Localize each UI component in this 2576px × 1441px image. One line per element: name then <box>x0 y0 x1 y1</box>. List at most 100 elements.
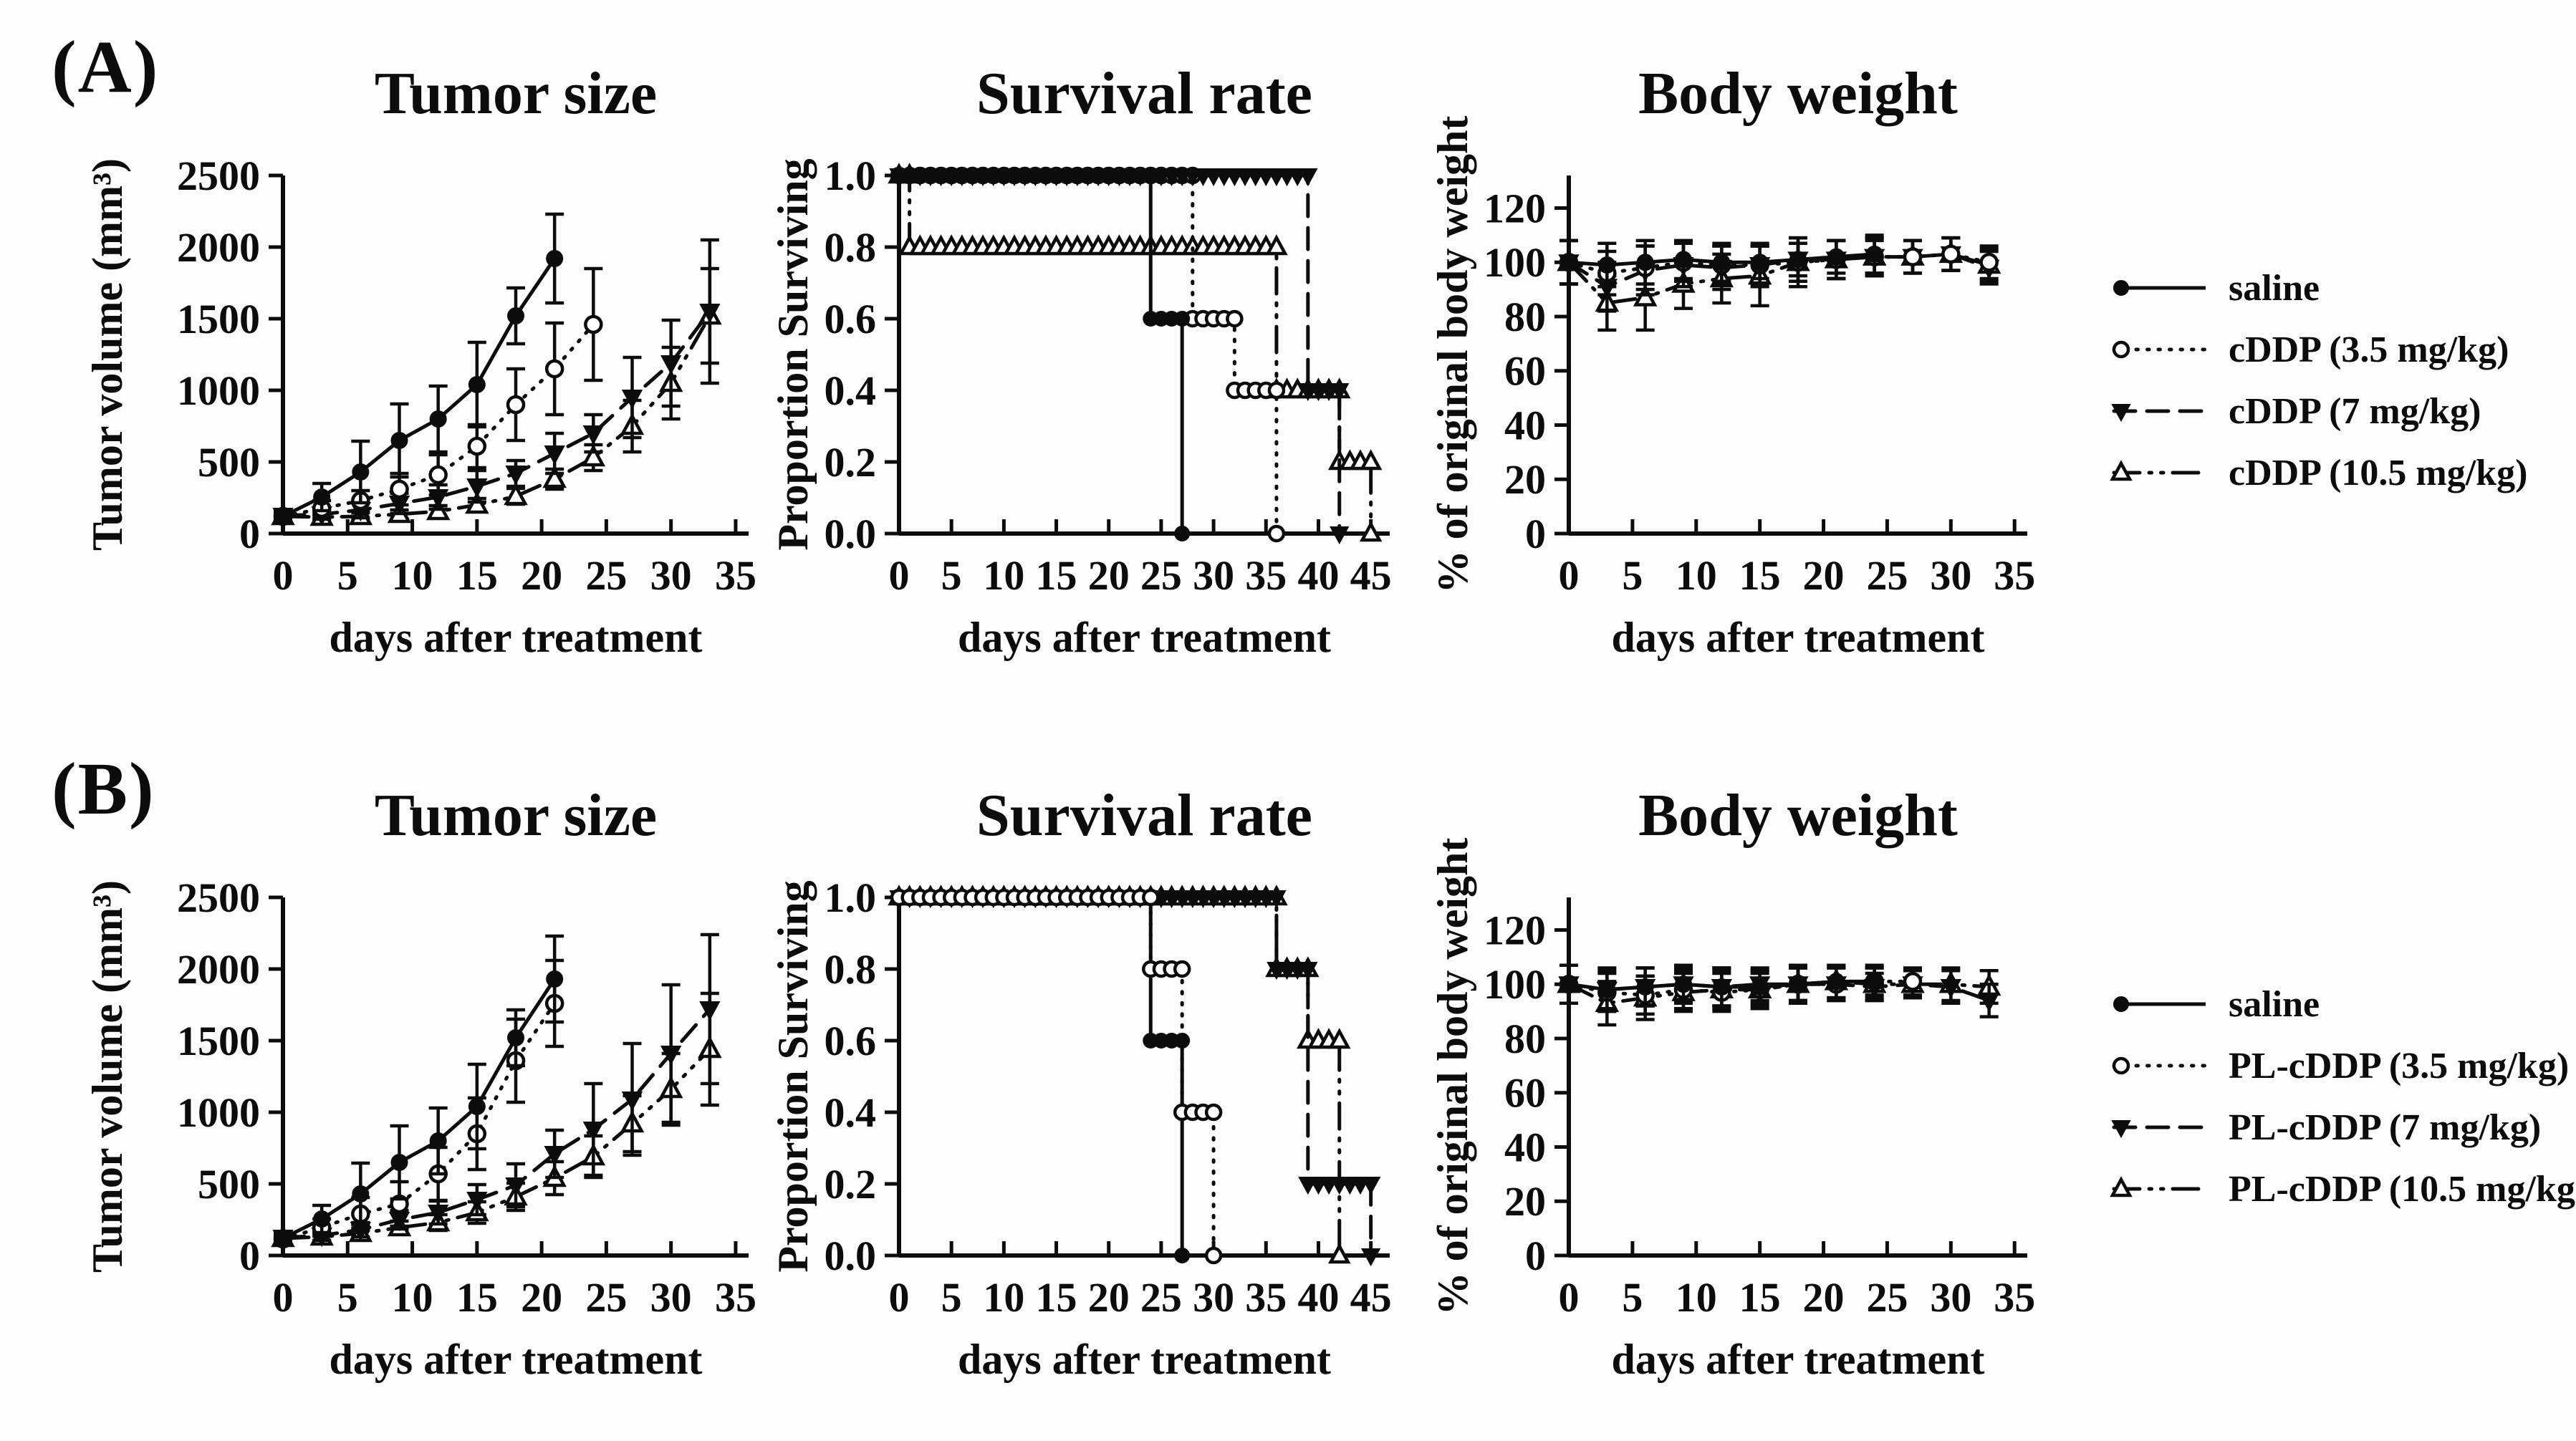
x-tick-label: 15 <box>1036 1274 1077 1321</box>
filled-circle-marker <box>1598 980 1616 998</box>
filled-circle-marker <box>390 432 408 449</box>
filled-circle-marker <box>352 463 370 481</box>
x-tick-label: 30 <box>1930 552 1971 599</box>
error-bars <box>274 991 719 1244</box>
y-tick-label: 1.0 <box>825 153 877 199</box>
legend-sample-dotted <box>2112 340 2208 359</box>
filled-circle-marker <box>2113 280 2129 296</box>
legend-item-pl-cddp-7-mg-kg-: PL-cDDP (7 mg/kg) <box>2110 1106 2576 1149</box>
filled-triangle-down-marker <box>544 1146 565 1166</box>
series-cddp-10.5-mg-kg- <box>888 163 1383 542</box>
filled-circle-marker <box>1751 978 1769 996</box>
y-tick-label: 1000 <box>177 1089 260 1136</box>
chart-svg-b-surv: Survival rate Proportion Surviving days af… <box>777 782 1392 1383</box>
open-circle-marker <box>544 359 564 379</box>
series-saline <box>891 168 1191 541</box>
filled-circle-marker <box>1636 254 1654 271</box>
x-tick-label: 0 <box>1559 1274 1580 1321</box>
series-cddp-10.5-mg-kg- <box>1557 236 2001 332</box>
filled-circle-marker <box>313 488 331 506</box>
open-circle-marker <box>1204 1103 1223 1122</box>
x-tick-label: 45 <box>1350 552 1392 599</box>
filled-triangle-down-marker <box>505 1177 527 1197</box>
x-tick-label: 20 <box>1803 1274 1845 1321</box>
filled-circle-marker <box>468 1098 486 1115</box>
filled-circle-marker <box>546 970 564 988</box>
y-tick-label: 0.2 <box>825 1161 877 1208</box>
x-tick-label: 15 <box>456 552 498 599</box>
filled-circle-marker <box>429 410 447 428</box>
filled-triangle-down-marker <box>1978 992 2000 1013</box>
x-tick-label: 30 <box>650 552 692 599</box>
chart-body-weight-b: Body weight % of original body weight days… <box>1433 751 2063 1406</box>
y-tick-label: 20 <box>1504 1178 1546 1225</box>
filled-triangle-down-marker <box>621 390 643 410</box>
tick-marks <box>269 173 738 536</box>
open-circle-marker <box>428 465 448 485</box>
legend-sample-solid <box>2113 996 2206 1012</box>
legend-sample-dashdotdot <box>2110 460 2208 481</box>
axes <box>1567 897 2027 1258</box>
axes <box>897 175 1390 536</box>
legend-item-saline: saline <box>2110 983 2576 1026</box>
filled-circle-marker <box>274 508 292 525</box>
legend-item-label: saline <box>2229 983 2320 1025</box>
filled-circle-marker <box>1560 975 1577 993</box>
filled-triangle-down-marker <box>1940 979 1962 999</box>
filled-circle-marker <box>1598 256 1616 274</box>
tick-marks <box>885 895 1373 1258</box>
x-tick-label: 35 <box>1245 552 1287 599</box>
open-circle-marker <box>1204 1246 1223 1265</box>
filled-circle-marker <box>468 376 486 393</box>
series-line <box>1567 252 1991 275</box>
y-tick-label: 0.0 <box>825 511 877 557</box>
x-tick-label: 10 <box>392 552 433 599</box>
chart-tumor-size-b: Tumor size Tumor volume (mm³) days after t… <box>43 751 774 1406</box>
tick-marks <box>885 173 1373 536</box>
x-tick-label: 25 <box>1140 552 1182 599</box>
x-tick-label: 30 <box>1193 1274 1234 1321</box>
legend-item-cddp-3.5-mg-kg-: cDDP (3.5 mg/kg) <box>2110 328 2527 371</box>
y-tick-label: 1.0 <box>825 874 877 921</box>
x-tick-label: 10 <box>983 552 1024 599</box>
open-triangle-up-marker <box>1327 1028 1351 1049</box>
series-cddp-3.5-mg-kg- <box>890 166 1286 543</box>
chart-svg-a-surv: Survival rate Proportion Surviving days af… <box>777 60 1392 661</box>
legend-sample-dashdotdot <box>2110 1176 2208 1197</box>
x-tick-label: 25 <box>585 1274 627 1321</box>
x-tick-label: 10 <box>392 1274 433 1321</box>
open-circle-marker <box>2112 1056 2130 1075</box>
x-tick-label: 30 <box>1930 1274 1971 1321</box>
filled-circle-marker <box>507 1029 524 1046</box>
series-pl-cddp-3.5-mg-kg- <box>890 888 1223 1265</box>
x-tick-label: 0 <box>889 1274 910 1321</box>
filled-circle-marker <box>507 307 524 324</box>
y-tick-label: 0 <box>1525 1233 1546 1279</box>
legend-item-label: PL-cDDP (3.5 mg/kg) <box>2229 1045 2570 1086</box>
legend-item-cddp-7-mg-kg-: cDDP (7 mg/kg) <box>2110 390 2527 433</box>
filled-triangle-down-marker <box>582 1122 605 1142</box>
y-tick-label: 100 <box>1484 961 1546 1008</box>
x-tick-label: 5 <box>1622 1274 1643 1321</box>
filled-circle-marker <box>1713 978 1731 996</box>
legend-sample-dotted <box>2112 1056 2208 1075</box>
y-tick-label: 0.4 <box>825 367 877 414</box>
filled-triangle-down-marker <box>582 425 605 445</box>
series-step-line <box>897 895 1373 1258</box>
legend-sample-dashed <box>2111 404 2208 423</box>
filled-circle-marker <box>1789 975 1807 993</box>
series-step-line <box>897 895 1216 1258</box>
x-tick-label: 15 <box>1036 552 1077 599</box>
y-axis-label: Tumor volume (mm³) <box>84 880 131 1273</box>
panel-a-label: (A) <box>52 26 160 108</box>
y-tick-label: 2000 <box>177 224 260 271</box>
filled-triangle-down-marker <box>1298 168 1318 187</box>
legend-item-label: PL-cDDP (10.5 mg/kg) <box>2229 1168 2576 1210</box>
filled-circle-marker <box>313 1210 331 1228</box>
x-tick-label: 10 <box>1676 1274 1717 1321</box>
y-tick-label: 40 <box>1504 1124 1546 1170</box>
filled-circle-marker <box>2113 996 2129 1012</box>
series-step-line <box>897 895 1342 1258</box>
filled-triangle-down-marker <box>1298 962 1318 980</box>
x-tick-label: 5 <box>941 1274 962 1321</box>
